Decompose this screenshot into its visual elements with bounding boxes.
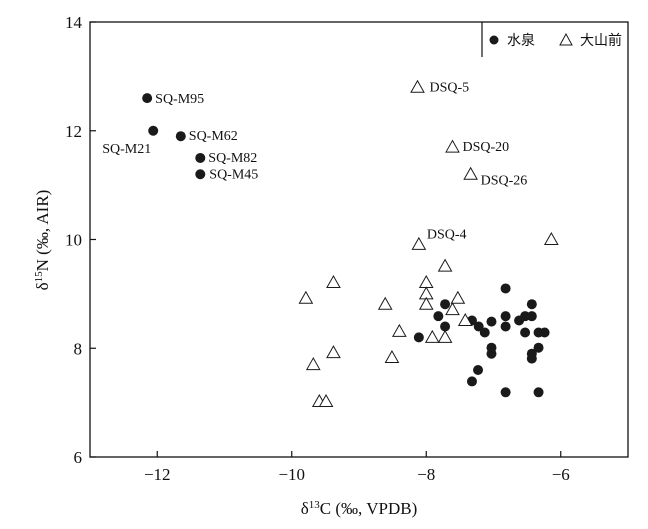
y-tick-label: 14 xyxy=(65,13,83,32)
point-dashanqian xyxy=(418,296,434,310)
point-label: DSQ-26 xyxy=(481,173,528,188)
point-dashanqian xyxy=(457,313,473,327)
point-dashanqian xyxy=(437,258,453,272)
y-tick-label: 12 xyxy=(65,122,82,141)
point-dashanqian xyxy=(326,345,341,359)
point-dashanqian xyxy=(424,329,440,343)
point-shuiquan xyxy=(440,299,451,310)
point-dashanqian xyxy=(410,79,425,93)
x-tick-label: −6 xyxy=(552,465,570,484)
point-label: SQ-M45 xyxy=(209,167,258,182)
point-shuiquan xyxy=(533,387,544,398)
point-dashanqian xyxy=(418,274,434,288)
point-label: DSQ-5 xyxy=(430,80,470,95)
point-shuiquan xyxy=(195,152,206,163)
point-shuiquan xyxy=(533,342,544,353)
point-label: DSQ-20 xyxy=(462,140,509,155)
y-tick-label: 8 xyxy=(74,339,83,358)
point-dashanqian xyxy=(305,357,321,371)
point-label: SQ-M95 xyxy=(155,92,204,107)
point-label: SQ-M21 xyxy=(102,142,151,157)
point-label: SQ-M82 xyxy=(208,151,257,166)
legend-circle-icon xyxy=(489,35,499,45)
x-tick-label: −10 xyxy=(278,465,305,484)
point-shuiquan xyxy=(539,327,550,338)
point-dashanqian xyxy=(445,139,460,153)
point-shuiquan xyxy=(486,316,497,327)
point-label: DSQ-4 xyxy=(427,227,467,242)
point-shuiquan xyxy=(142,93,153,104)
point-dashanqian xyxy=(463,166,478,180)
point-dashanqian xyxy=(377,296,393,310)
y-axis-label: δ15N (‰, AIR) xyxy=(33,190,52,291)
legend-triangle-icon xyxy=(559,32,573,46)
point-shuiquan xyxy=(175,131,186,142)
point-shuiquan xyxy=(500,387,511,398)
point-dashanqian xyxy=(543,231,559,245)
point-dashanqian xyxy=(437,329,453,343)
legend-label-shuiquan: 水泉 xyxy=(507,32,535,49)
point-shuiquan xyxy=(520,327,531,338)
point-dashanqian xyxy=(411,236,427,250)
point-shuiquan xyxy=(500,321,511,332)
point-shuiquan xyxy=(413,332,424,343)
point-shuiquan xyxy=(526,299,537,310)
point-dashanqian xyxy=(384,349,400,363)
point-shuiquan xyxy=(526,353,537,364)
point-label: SQ-M62 xyxy=(189,129,238,144)
point-shuiquan xyxy=(466,376,477,387)
point-shuiquan xyxy=(433,311,444,322)
point-shuiquan xyxy=(479,327,490,338)
y-tick-label: 6 xyxy=(74,448,83,467)
point-dashanqian xyxy=(326,274,341,288)
y-tick-label: 10 xyxy=(65,231,82,250)
point-shuiquan xyxy=(473,365,484,375)
point-shuiquan xyxy=(500,311,511,322)
x-axis-label: δ13C (‰, VPDB) xyxy=(301,499,417,518)
point-dashanqian xyxy=(298,290,314,304)
x-tick-label: −12 xyxy=(144,465,171,484)
x-tick-label: −8 xyxy=(417,465,435,484)
point-shuiquan xyxy=(440,321,451,332)
point-shuiquan xyxy=(526,311,537,322)
point-shuiquan xyxy=(486,348,497,359)
point-shuiquan xyxy=(500,283,511,294)
legend-label-dashanqian: 大山前 xyxy=(580,32,622,49)
point-shuiquan xyxy=(195,169,206,180)
point-dashanqian xyxy=(391,323,407,337)
point-shuiquan xyxy=(148,125,159,136)
point-dashanqian xyxy=(318,394,334,408)
point-dashanqian xyxy=(450,290,466,304)
legend: 水泉 大山前 xyxy=(481,22,622,57)
point-dashanqian xyxy=(445,302,460,316)
